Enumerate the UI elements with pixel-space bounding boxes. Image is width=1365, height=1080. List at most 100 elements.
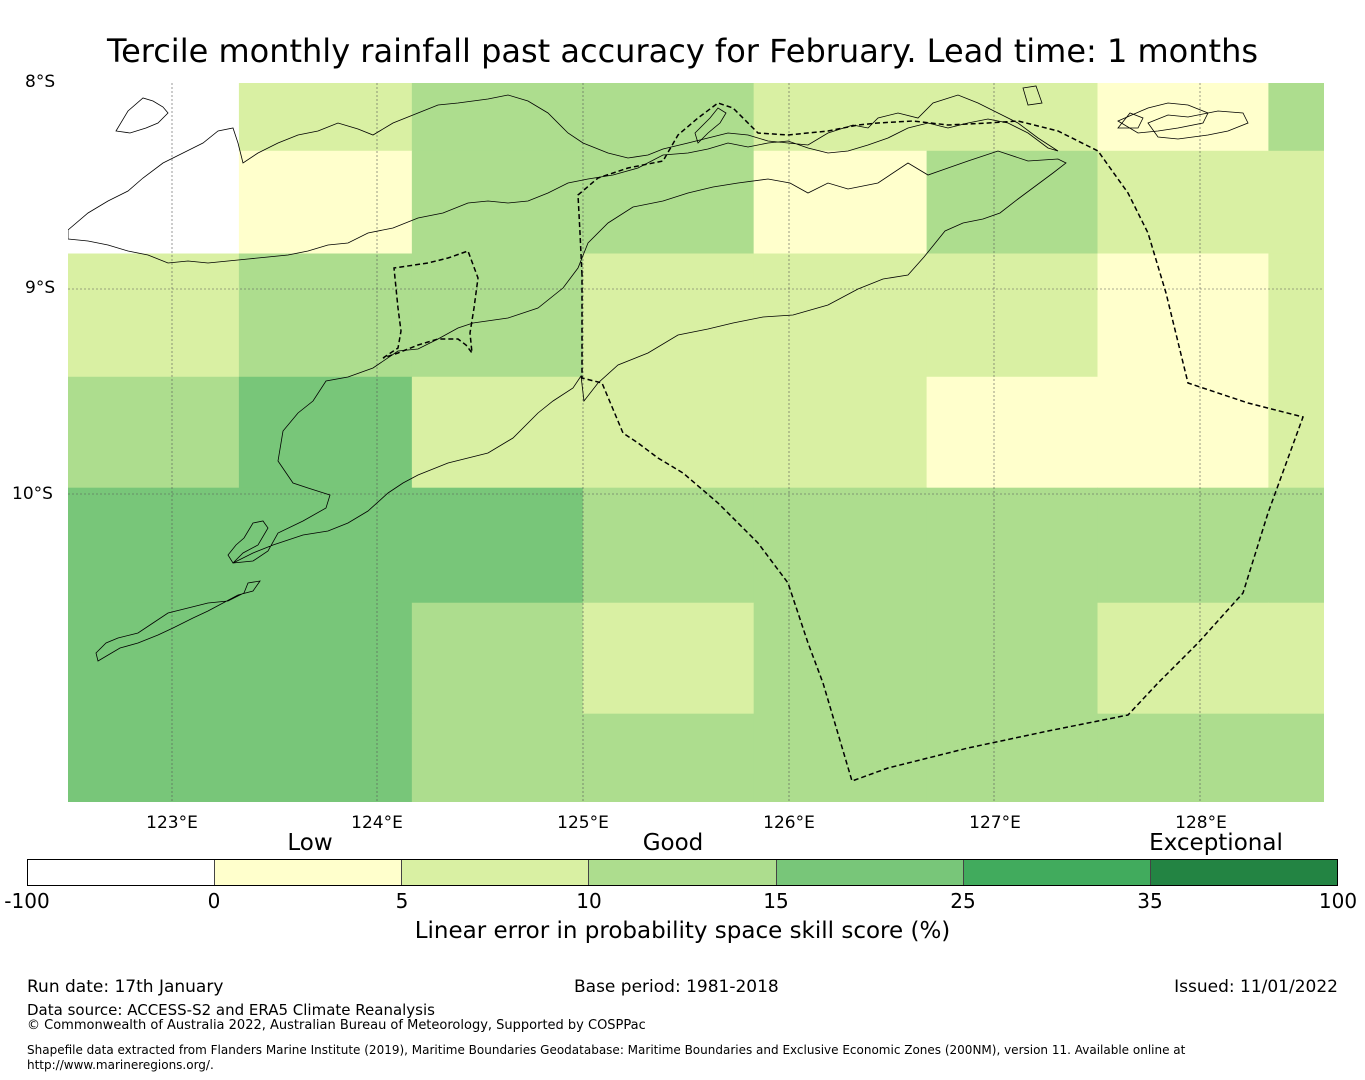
skill-cell [411, 253, 584, 378]
alor-coastline [115, 97, 169, 134]
lat-label-10s: 10°S [12, 484, 53, 504]
colorbar-tick: 35 [1137, 889, 1163, 913]
colorbar-segment [589, 860, 777, 885]
colorbar-tick: 5 [395, 889, 409, 913]
lon-label-128e: 128°E [1175, 813, 1227, 833]
skill-cell [238, 713, 413, 802]
skill-cell [68, 150, 240, 255]
skill-cell [411, 487, 584, 604]
skill-cell [926, 83, 1099, 152]
timor-leste-eez [577, 102, 1304, 782]
skill-cell [68, 253, 240, 378]
wetar-coastline [1147, 110, 1249, 140]
skill-cell [238, 602, 413, 715]
data-source: Data source: ACCESS-S2 and ERA5 Climate … [27, 1001, 435, 1019]
skill-cell [1097, 83, 1269, 152]
small-island-1 [694, 107, 727, 144]
skill-cell [411, 150, 584, 255]
skill-cell [68, 376, 240, 489]
base-period: Base period: 1981-2018 [574, 977, 779, 997]
skill-cell [753, 150, 928, 255]
timor-coastline [232, 150, 1067, 564]
skill-cell [1097, 150, 1269, 255]
skill-cell [238, 376, 413, 489]
skill-cell [926, 376, 1099, 489]
lon-label-125e: 125°E [557, 813, 609, 833]
lat-label-9s: 9°S [25, 278, 56, 298]
skill-cell [582, 487, 755, 604]
colorbar-title: Linear error in probability space skill … [414, 918, 951, 944]
colorbar-segment [776, 860, 964, 885]
skill-cell [926, 487, 1099, 604]
skill-cell [238, 150, 413, 255]
skill-cell [1268, 83, 1324, 152]
skill-cell [411, 83, 584, 152]
skill-cell [1097, 253, 1269, 378]
category-exceptional: Exceptional [1149, 830, 1283, 856]
skill-cell [1097, 376, 1269, 489]
skill-cell [1097, 713, 1269, 802]
eez-boundary [382, 102, 1304, 782]
lon-label-124e: 124°E [351, 813, 403, 833]
colorbar-tick: -100 [4, 889, 50, 913]
colorbar-segment [1150, 860, 1337, 885]
skill-cell [582, 83, 755, 152]
skill-cell [582, 150, 755, 255]
lat-label-8s: 8°S [25, 72, 56, 92]
skill-cell [753, 376, 928, 489]
skill-cell [238, 487, 413, 604]
skill-cell [238, 253, 413, 378]
skill-grid [68, 83, 1324, 802]
colorbar-segment [963, 860, 1151, 885]
copyright: © Commonwealth of Australia 2022, Austra… [27, 1018, 646, 1033]
atauro-coastline [1022, 85, 1043, 106]
skill-cell [1268, 376, 1324, 489]
skill-cell [68, 602, 240, 715]
colorbar-segment [215, 860, 403, 885]
skill-cell [582, 713, 755, 802]
lon-label-127e: 127°E [969, 813, 1021, 833]
lon-label-123e: 123°E [146, 813, 198, 833]
category-low: Low [287, 830, 333, 856]
skill-cell [1097, 487, 1269, 604]
coastlines [68, 85, 1249, 662]
skill-cell [753, 713, 928, 802]
map-title: Tercile monthly rainfall past accuracy f… [106, 32, 1259, 70]
skill-cell [68, 83, 240, 152]
skill-cell [1268, 713, 1324, 802]
skill-cell [582, 253, 755, 378]
semau-coastline [227, 520, 269, 564]
colorbar-tick: 100 [1318, 889, 1358, 913]
colorbar [27, 859, 1338, 886]
skill-cell [926, 602, 1099, 715]
skill-cell [753, 602, 928, 715]
colorbar-segment [402, 860, 590, 885]
skill-cell [582, 602, 755, 715]
skill-map-svg [68, 83, 1324, 802]
skill-cell [753, 253, 928, 378]
colorbar-tick: 25 [950, 889, 976, 913]
rote-coastline [95, 580, 261, 662]
skill-cell [926, 150, 1099, 255]
issued-date: Issued: 11/01/2022 [1174, 977, 1338, 997]
skill-cell [68, 487, 240, 604]
skill-cell [582, 376, 755, 489]
skill-cell [1268, 150, 1324, 255]
flores-coastline [68, 94, 1059, 264]
skill-cell [926, 713, 1099, 802]
skill-map [68, 83, 1324, 802]
skill-cell [411, 713, 584, 802]
skill-cell [926, 253, 1099, 378]
colorbar-segment [28, 860, 216, 885]
skill-cell [753, 487, 928, 604]
colorbar-tick: 10 [576, 889, 602, 913]
skill-cell [411, 602, 584, 715]
skill-cell [68, 713, 240, 802]
oecusse-eez [382, 250, 479, 359]
run-date: Run date: 17th January [27, 977, 224, 997]
category-good: Good [642, 830, 704, 856]
shapefile-credit-line-1: Shapefile data extracted from Flanders M… [27, 1043, 1186, 1057]
skill-cell [238, 83, 413, 152]
skill-cell [1268, 253, 1324, 378]
colorbar-tick: 0 [207, 889, 221, 913]
